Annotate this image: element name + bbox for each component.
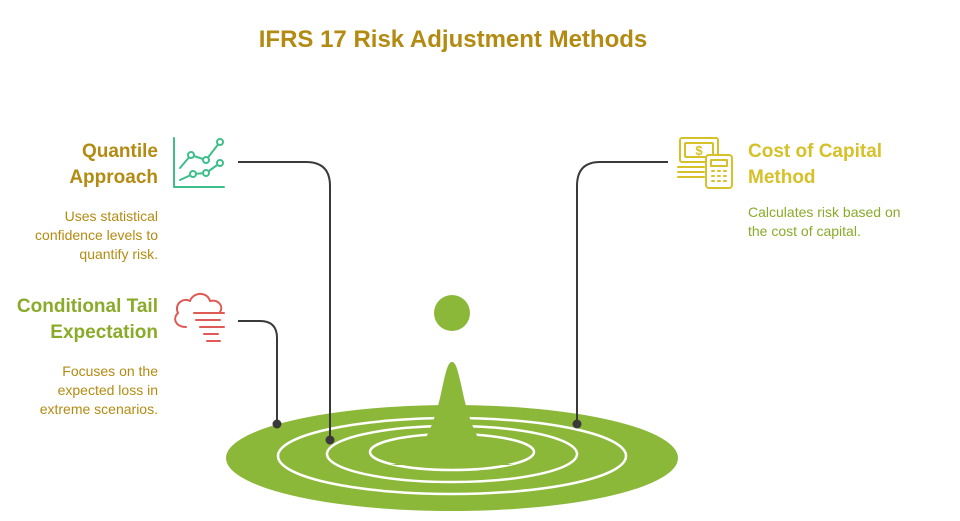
tail-desc-line3: extreme scenarios. bbox=[39, 401, 158, 417]
floating-dot bbox=[434, 295, 470, 331]
connector-capital bbox=[576, 161, 668, 424]
quantile-title-line1: Quantile bbox=[81, 141, 158, 162]
tail-desc-line1: Focuses on the bbox=[62, 363, 158, 379]
dollar-sign-glyph: $ bbox=[695, 143, 703, 158]
tail-title-line1: Conditional Tail bbox=[16, 296, 158, 317]
connector-dot-capital bbox=[572, 419, 582, 429]
quantile-desc-line3: quantify risk. bbox=[79, 246, 158, 262]
money-calculator-icon bbox=[677, 137, 733, 189]
quantile-title: Quantile Approach bbox=[69, 139, 158, 191]
tail-title: Conditional Tail Expectation bbox=[17, 294, 158, 346]
diagram-title: IFRS 17 Risk Adjustment Methods bbox=[258, 26, 648, 53]
tail-desc-line2: expected loss in bbox=[57, 382, 158, 398]
quantile-description: Uses statistical confidence levels to qu… bbox=[35, 207, 158, 264]
connector-dot-tail bbox=[272, 419, 282, 429]
tail-title-line2: Expectation bbox=[50, 322, 158, 343]
capital-desc-line2: the cost of capital. bbox=[748, 223, 861, 239]
capital-title-line2: Method bbox=[748, 167, 816, 188]
capital-desc-line1: Calculates risk based on bbox=[748, 204, 901, 220]
connector-tail bbox=[238, 320, 278, 424]
quantile-desc-line1: Uses statistical bbox=[64, 208, 158, 224]
capital-description: Calculates risk based on the cost of cap… bbox=[748, 203, 901, 241]
capital-title-line1: Cost of Capital bbox=[748, 141, 883, 162]
storm-cloud-icon bbox=[174, 292, 225, 342]
quantile-title-line2: Approach bbox=[69, 167, 158, 188]
bell-curve-peak bbox=[390, 362, 514, 465]
connector-dot-quantile bbox=[325, 435, 335, 445]
connector-quantile bbox=[238, 161, 331, 440]
line-chart-icon bbox=[173, 137, 225, 188]
capital-title: Cost of Capital Method bbox=[748, 139, 882, 191]
quantile-desc-line2: confidence levels to bbox=[35, 227, 158, 243]
tail-description: Focuses on the expected loss in extreme … bbox=[40, 362, 158, 419]
connectors bbox=[238, 161, 668, 440]
